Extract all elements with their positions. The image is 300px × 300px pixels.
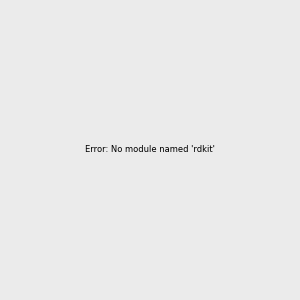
Text: Error: No module named 'rdkit': Error: No module named 'rdkit'	[85, 146, 215, 154]
